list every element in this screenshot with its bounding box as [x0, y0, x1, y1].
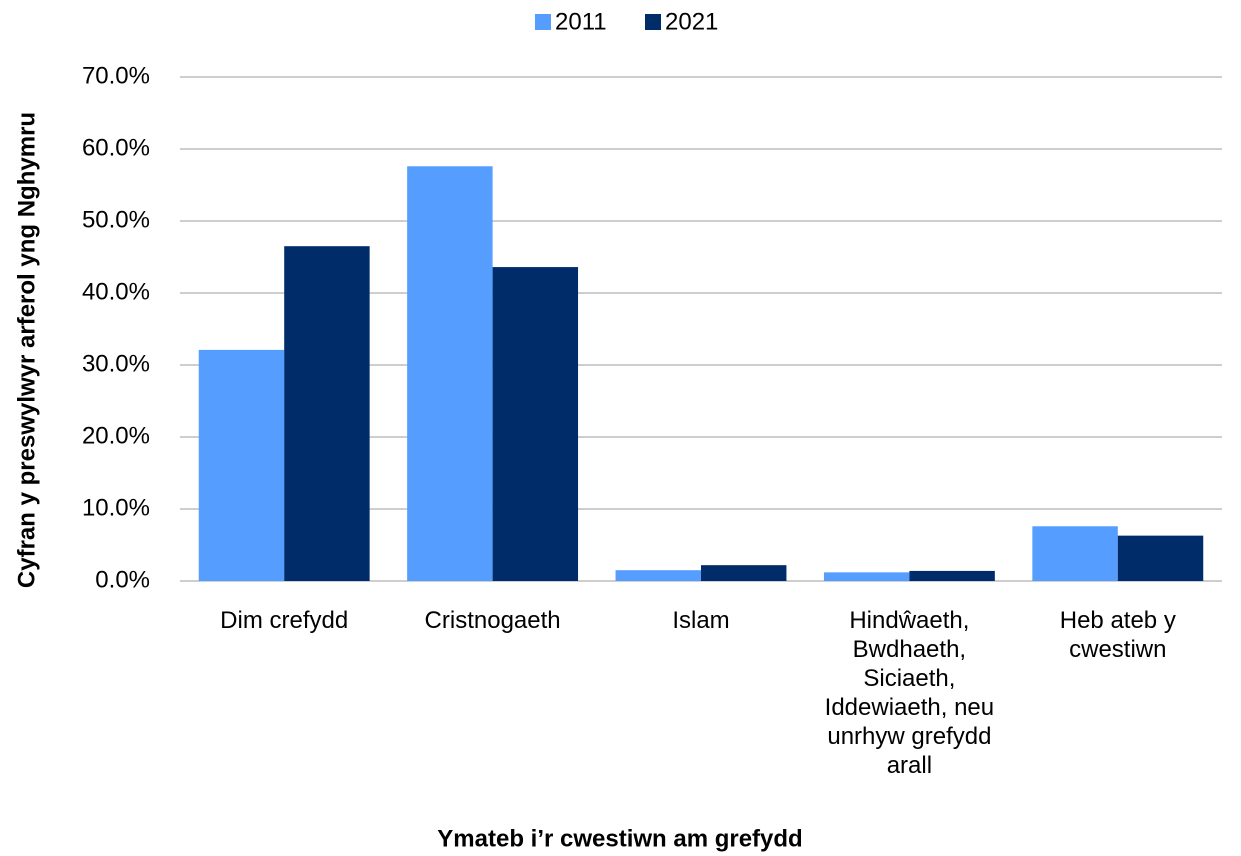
bar — [823, 572, 910, 581]
y-tick-label: 50.0% — [82, 206, 150, 233]
x-tick-label: Dim crefydd — [220, 607, 349, 634]
legend-label: 2011 — [555, 8, 607, 35]
legend-swatch — [645, 14, 661, 30]
bar — [1032, 526, 1118, 581]
bar — [1117, 535, 1204, 581]
y-axis-title: Cyfran y preswylwyr arferol yng Nghymru — [13, 112, 40, 588]
x-tick-label: Heb ateb y cwestiwn — [1059, 607, 1176, 663]
bar — [198, 349, 285, 581]
x-axis-title: Ymateb i’r cwestiwn am grefydd — [437, 825, 802, 852]
legend-swatch — [535, 14, 551, 30]
bar — [701, 565, 787, 581]
x-tick-label: Hindŵaeth, Bwdhaeth, Siciaeth, Iddewiaet… — [824, 607, 995, 779]
y-tick-label: 60.0% — [82, 134, 150, 161]
bar — [284, 246, 370, 581]
y-tick-label: 10.0% — [82, 494, 150, 521]
bar — [615, 570, 701, 581]
y-tick-label: 30.0% — [82, 350, 150, 377]
y-tick-label: 20.0% — [82, 422, 150, 449]
bar — [492, 267, 579, 581]
bar — [407, 166, 493, 581]
y-tick-label: 0.0% — [95, 566, 150, 593]
legend-label: 2021 — [665, 8, 718, 35]
x-tick-label: Cristnogaeth — [424, 607, 561, 634]
y-tick-label: 40.0% — [82, 278, 150, 305]
bar — [909, 570, 995, 581]
y-tick-label: 70.0% — [82, 62, 150, 89]
x-tick-label: Islam — [672, 607, 730, 634]
